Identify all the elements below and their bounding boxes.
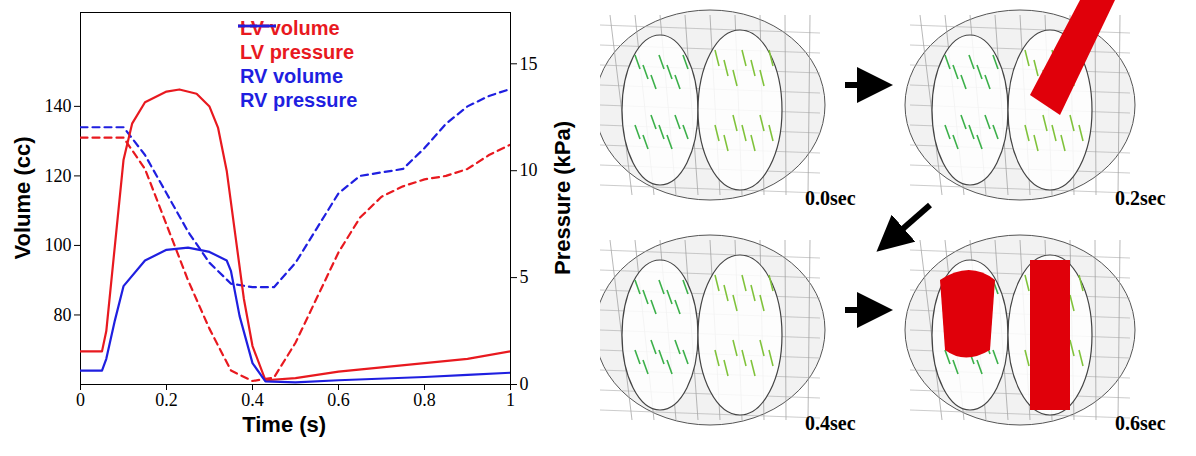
svg-text:0.0sec: 0.0sec (805, 187, 856, 209)
html-text:LV pressure: LV pressure (240, 40, 355, 63)
html-text:Time (s): Time (s) (242, 412, 327, 437)
html-text:RV pressure: RV pressure (240, 88, 358, 111)
svg-text:0.2sec: 0.2sec (1115, 187, 1166, 209)
svg-text:0: 0 (520, 374, 529, 394)
html-text:Volume (cc): Volume (cc) (10, 136, 35, 260)
svg-text:1: 1 (506, 390, 515, 410)
svg-text:0.4: 0.4 (241, 390, 264, 410)
svg-text:0.4sec: 0.4sec (805, 412, 856, 434)
svg-text:5: 5 (520, 267, 529, 287)
html-text:RV volume: RV volume (240, 64, 343, 87)
svg-text:0.8: 0.8 (413, 390, 436, 410)
svg-text:140: 140 (45, 96, 72, 116)
html-text:Pressure (kPa): Pressure (kPa) (550, 121, 575, 275)
svg-text:0.6sec: 0.6sec (1115, 412, 1166, 434)
svg-text:0.6: 0.6 (327, 390, 350, 410)
html-text:LV volume: LV volume (240, 16, 340, 39)
svg-text:15: 15 (520, 54, 538, 74)
svg-text:0: 0 (76, 390, 85, 410)
svg-text:100: 100 (45, 235, 72, 255)
svg-text:0.2: 0.2 (155, 390, 178, 410)
svg-text:120: 120 (45, 166, 72, 186)
svg-text:80: 80 (54, 305, 72, 325)
svg-text:10: 10 (520, 160, 538, 180)
